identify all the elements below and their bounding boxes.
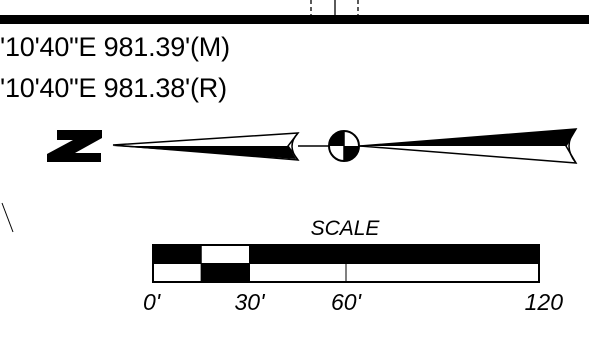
scale-tick-label-1: 30' [235, 289, 267, 315]
north-arrow: N [47, 128, 578, 164]
scale-tick-label-3: 120 [525, 289, 564, 315]
scale-cell-bottom-2 [249, 263, 347, 283]
scale-cell-top-2 [249, 244, 347, 264]
arrow-tail-cap [291, 132, 299, 161]
scale-cell-top-0 [152, 244, 202, 264]
arrow-head-cap [568, 128, 577, 164]
scale-labels: 0' 30' 60' 120 [143, 289, 563, 315]
scale-cell-top-1 [200, 244, 250, 264]
scale-tick-label-2: 60' [331, 289, 363, 315]
arrow-tail-wedge-fill [113, 146, 296, 159]
lot-line-fragment [1, 202, 14, 233]
arrow-center-quadrant-br [344, 146, 359, 161]
bearing-measured: '10'40"E 981.39'(M) [0, 32, 230, 62]
scale-tick-label-0: 0' [143, 289, 162, 315]
scale-cell-bottom-1 [200, 263, 250, 283]
scale-cells [152, 244, 540, 283]
boundary-line [0, 15, 589, 24]
arrow-center-quadrant-tl [329, 131, 344, 146]
arrow-head-wedge-fill [360, 129, 576, 146]
scale-cell-top-3 [345, 244, 540, 264]
scale-title: SCALE [311, 217, 381, 240]
scale-cell-bottom-3 [345, 263, 540, 283]
scale-bar: SCALE 0' 30' 60' 120 [143, 217, 563, 315]
scale-cell-bottom-0 [152, 263, 202, 283]
bearing-record: '10'40"E 981.38'(R) [0, 73, 227, 103]
north-letter-glyph [47, 130, 102, 162]
